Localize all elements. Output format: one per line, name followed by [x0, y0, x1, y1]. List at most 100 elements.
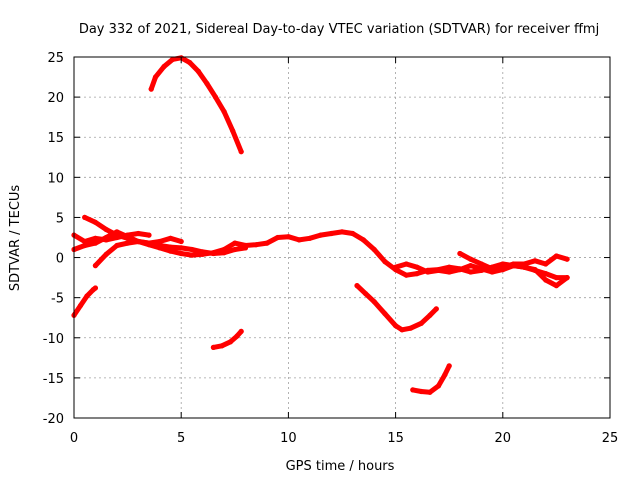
- data-point: [371, 246, 377, 253]
- data-point: [84, 293, 90, 299]
- y-tick-label: 25: [47, 51, 64, 66]
- data-point: [564, 275, 570, 281]
- data-point: [275, 234, 281, 241]
- data-point: [92, 285, 98, 291]
- data-point: [242, 242, 249, 249]
- x-tick-label: 25: [602, 431, 619, 446]
- y-tick-label: 10: [47, 171, 64, 186]
- data-point: [210, 344, 216, 350]
- data-point: [457, 267, 463, 273]
- y-tick-labels: -20 -15 -10 -5 0 5 10 15 20 25: [43, 51, 64, 427]
- data-point: [189, 252, 195, 258]
- data-point: [204, 80, 210, 87]
- x-tick-label: 0: [70, 431, 78, 446]
- data-point: [195, 68, 201, 74]
- data-point: [152, 74, 159, 80]
- data-point: [532, 258, 538, 264]
- data-point: [435, 267, 442, 273]
- data-point: [219, 343, 225, 349]
- data-point: [403, 272, 409, 278]
- data-point: [114, 232, 120, 238]
- x-tick-label: 20: [495, 431, 512, 446]
- y-tick-label: 20: [47, 91, 64, 106]
- data-point: [92, 219, 98, 225]
- chart-title: Day 332 of 2021, Sidereal Day-to-day VTE…: [79, 22, 599, 37]
- plot-frame: [73, 56, 611, 419]
- data-point: [161, 64, 167, 70]
- data-point: [425, 269, 431, 275]
- axis-ticks: [73, 56, 611, 419]
- data-point: [403, 261, 409, 267]
- data-point: [543, 271, 549, 277]
- data-point: [446, 363, 452, 369]
- data-point: [92, 240, 98, 246]
- data-point: [189, 246, 195, 253]
- data-point: [238, 328, 244, 334]
- data-point: [427, 312, 433, 318]
- x-tick-label: 15: [387, 431, 404, 446]
- data-point: [328, 230, 334, 237]
- data-point: [410, 387, 416, 393]
- data-point: [393, 264, 399, 270]
- data-point: [363, 291, 369, 297]
- data-point: [418, 320, 424, 326]
- data-point: [532, 267, 538, 273]
- data-point: [457, 250, 463, 257]
- data-point: [114, 242, 120, 249]
- x-axis-label: GPS time / hours: [286, 459, 395, 474]
- data-point: [564, 256, 570, 262]
- data-point: [360, 237, 366, 243]
- data-point: [200, 251, 206, 257]
- data-point: [82, 214, 88, 220]
- data-point: [227, 339, 234, 345]
- data-point: [500, 264, 506, 270]
- data-point: [221, 109, 227, 115]
- data-point: [103, 226, 109, 233]
- data-point: [468, 263, 474, 269]
- data-point: [77, 303, 83, 309]
- y-tick-label: 5: [56, 211, 64, 226]
- data-point: [170, 56, 176, 63]
- data-point: [339, 229, 345, 235]
- data-point: [408, 325, 414, 331]
- data-point: [135, 230, 141, 237]
- data-point: [553, 253, 560, 259]
- data-point: [92, 263, 98, 269]
- data-point: [103, 234, 109, 241]
- data-point: [167, 248, 174, 254]
- data-point: [178, 238, 184, 245]
- data-point: [210, 250, 216, 256]
- series-group: [71, 55, 570, 395]
- data-point: [371, 299, 377, 305]
- data-point: [103, 251, 109, 257]
- data-point: [234, 333, 240, 339]
- data-point: [82, 242, 88, 249]
- data-point: [264, 240, 270, 246]
- data-point: [543, 261, 549, 267]
- data-point: [553, 275, 560, 281]
- x-tick-labels: 0 5 10 15 20 25: [70, 431, 618, 446]
- data-point: [253, 242, 259, 248]
- data-point: [125, 235, 131, 241]
- data-point: [350, 230, 356, 237]
- data-point: [543, 277, 549, 283]
- data-point: [521, 261, 527, 267]
- data-point: [489, 266, 495, 272]
- y-tick-label: -15: [43, 372, 64, 387]
- data-point: [382, 259, 388, 265]
- data-point: [414, 264, 420, 270]
- data-point: [414, 271, 420, 277]
- x-tick-label: 5: [177, 431, 185, 446]
- data-point: [92, 235, 98, 241]
- data-point: [399, 327, 405, 333]
- data-point: [446, 264, 452, 270]
- y-axis-label: SDTVAR / TECUs: [8, 185, 23, 292]
- data-point: [553, 283, 560, 289]
- data-point: [178, 250, 184, 257]
- data-point: [232, 246, 238, 253]
- data-point: [148, 86, 154, 92]
- data-point: [478, 266, 484, 272]
- data-point: [418, 388, 424, 395]
- y-tick-label: -20: [43, 412, 64, 427]
- data-point: [318, 232, 324, 238]
